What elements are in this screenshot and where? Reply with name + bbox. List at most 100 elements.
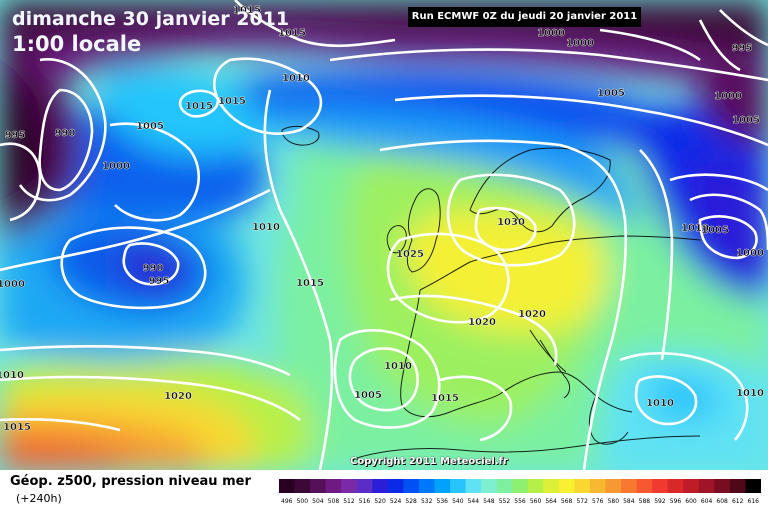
legend-swatch <box>636 479 653 493</box>
legend-tick: 616 <box>748 498 760 505</box>
legend-swatch <box>589 479 607 493</box>
legend-swatch <box>714 479 731 493</box>
legend-swatch <box>310 479 327 493</box>
isobar-label: 1020 <box>164 391 192 402</box>
legend-tick: 552 <box>499 498 511 505</box>
isobar-label: 1015 <box>3 422 31 433</box>
forecast-date: dimanche 30 janvier 2011 <box>12 8 290 30</box>
legend-tick: 588 <box>639 498 651 505</box>
isobar-label: 1000 <box>0 279 25 290</box>
legend-swatch <box>621 479 638 493</box>
legend-tick: 568 <box>561 498 573 505</box>
legend-swatch <box>450 479 467 493</box>
isobar-label: 1000 <box>537 28 565 39</box>
legend-swatch <box>512 479 529 493</box>
isobar-label: 1015 <box>431 393 459 404</box>
legend-tick: 608 <box>716 498 728 505</box>
legend-tick: 500 <box>297 498 309 505</box>
legend-tick: 600 <box>685 498 697 505</box>
legend-swatch <box>605 479 622 493</box>
legend-tick: 540 <box>452 498 464 505</box>
legend-swatch <box>325 479 342 493</box>
legend-tick: 524 <box>390 498 402 505</box>
legend-tick: 496 <box>281 498 293 505</box>
isobar-label: 1015 <box>185 101 213 112</box>
legend-swatch <box>341 479 358 493</box>
legend-swatch <box>496 479 513 493</box>
legend-tick: 532 <box>421 498 433 505</box>
model-run-label: Run ECMWF 0Z du jeudi 20 janvier 2011 <box>408 7 641 27</box>
isobar-label: 1015 <box>296 278 324 289</box>
color-legend: 496 500 504 508 512 516 520 524 528 532 536 540 544 5… <box>279 479 761 505</box>
isobar-label: 995 <box>149 276 170 287</box>
isobar-label: 1015 <box>218 96 246 107</box>
isobar-label: 1010 <box>681 223 709 234</box>
isobar-label: 1005 <box>732 115 760 126</box>
isobar-label: 1010 <box>736 388 764 399</box>
isobar-label: 1020 <box>518 309 546 320</box>
legend-tick: 548 <box>483 498 495 505</box>
isobar-label: 1000 <box>566 38 594 49</box>
copyright-text: Copyright 2011 Meteociel.fr <box>350 456 508 467</box>
legend-tick: 504 <box>312 498 324 505</box>
legend-swatch <box>465 479 482 493</box>
legend-tick: 576 <box>592 498 604 505</box>
legend-tick: 556 <box>514 498 526 505</box>
legend-tick: 564 <box>545 498 557 505</box>
legend-swatch <box>574 479 591 493</box>
isobar-label: 1000 <box>714 91 742 102</box>
legend-swatch <box>745 479 761 493</box>
legend-swatch <box>418 479 435 493</box>
isobar-label: 1000 <box>736 248 764 259</box>
legend-swatch <box>558 479 575 493</box>
isobar-label: 1015 <box>278 28 306 39</box>
legend-tick: 512 <box>343 498 355 505</box>
legend-tick: 592 <box>654 498 666 505</box>
legend-swatch <box>527 479 544 493</box>
isobar-label: 1005 <box>354 390 382 401</box>
forecast-map: 1015 1015 1010 1015 1015 1005 995 990 1000 1010 99… <box>0 0 768 470</box>
legend-swatch <box>667 479 684 493</box>
isobar-label: 1030 <box>497 217 525 228</box>
legend-tick: 528 <box>405 498 417 505</box>
legend-tick: 544 <box>468 498 480 505</box>
isobars <box>0 0 768 470</box>
isobar-label: 990 <box>143 263 164 274</box>
isobar-label: 995 <box>5 130 26 141</box>
legend-swatch <box>652 479 669 493</box>
legend-tick: 536 <box>437 498 449 505</box>
isobar-label: 1000 <box>102 161 130 172</box>
legend-tick: 604 <box>701 498 713 505</box>
map-title: Géop. z500, pression niveau mer <box>10 474 251 489</box>
forecast-time: 1:00 locale <box>12 32 142 56</box>
isobar-label: 1010 <box>646 398 674 409</box>
legend-swatch <box>729 479 746 493</box>
isobar-label: 1005 <box>597 88 625 99</box>
isobar-label: 1025 <box>396 249 424 260</box>
isobar-label: 1010 <box>282 73 310 84</box>
isobar-label: 990 <box>55 128 76 139</box>
legend-tick: 508 <box>328 498 340 505</box>
isobar-label: 1010 <box>0 370 24 381</box>
legend-swatch <box>387 479 404 493</box>
isobar-label: 1005 <box>701 225 729 236</box>
isobar-label: 1010 <box>384 361 412 372</box>
legend-tick: 596 <box>670 498 682 505</box>
isobar-label: 1010 <box>252 222 280 233</box>
isobar-label: 1015 <box>233 5 261 16</box>
legend-swatch <box>481 479 498 493</box>
legend-tick: 520 <box>374 498 386 505</box>
legend-swatch <box>372 479 389 493</box>
legend-tick: 572 <box>576 498 588 505</box>
legend-tick: 584 <box>623 498 635 505</box>
forecast-lead-time: (+240h) <box>16 492 62 505</box>
legend-tick: 560 <box>530 498 542 505</box>
legend-tick: 516 <box>359 498 371 505</box>
legend-swatch <box>294 479 311 493</box>
legend-tick: 580 <box>608 498 620 505</box>
legend-tick: 612 <box>732 498 744 505</box>
isobar-label: 1020 <box>468 317 496 328</box>
isobar-label: 995 <box>732 43 753 54</box>
legend-swatch <box>356 479 373 493</box>
